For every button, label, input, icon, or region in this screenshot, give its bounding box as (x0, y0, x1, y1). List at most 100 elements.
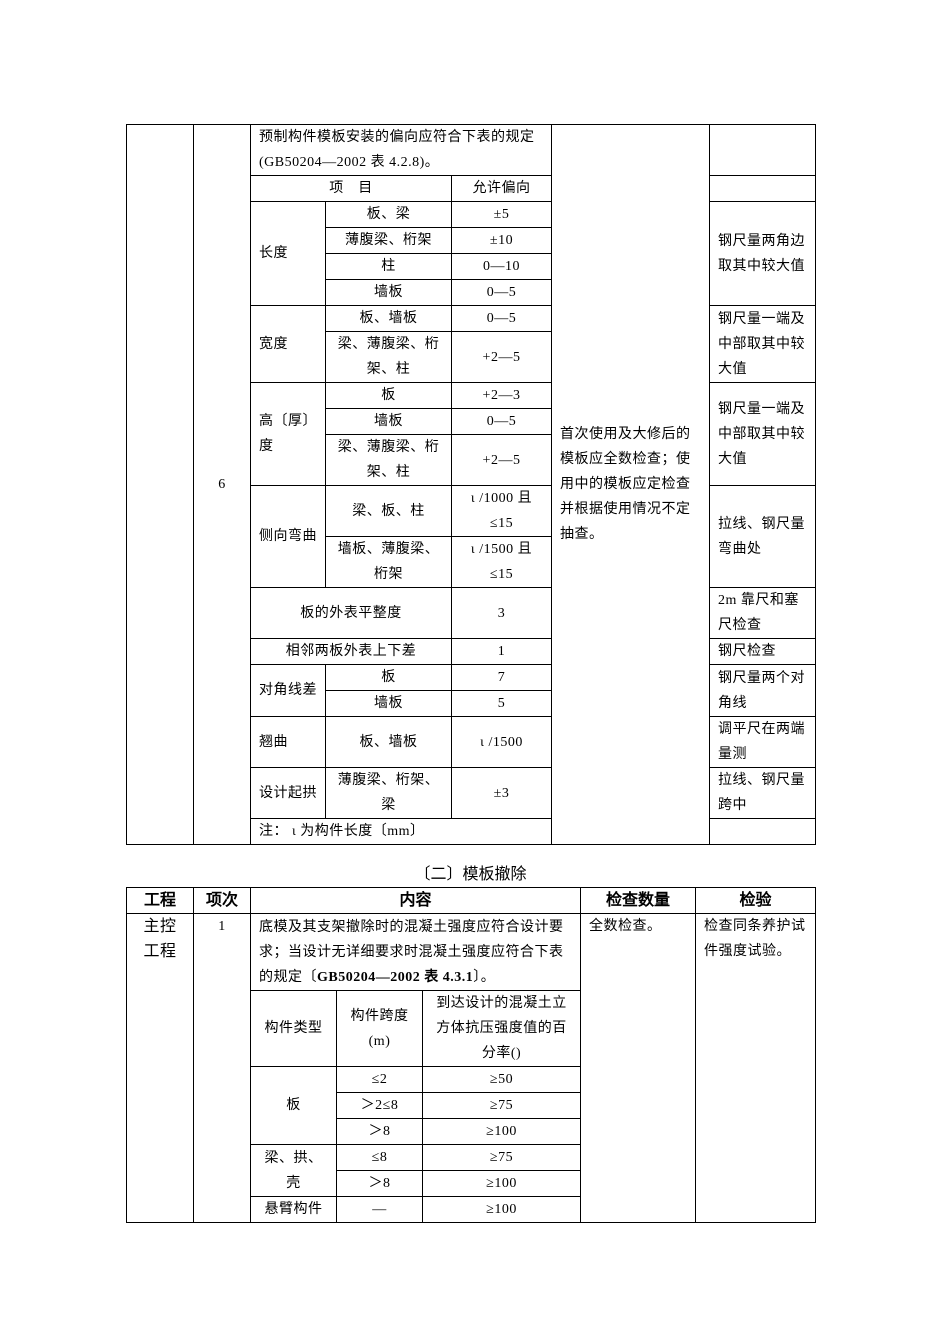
table-row: 板 ≤2 ≥50 (127, 1066, 816, 1145)
cell: 板 (325, 664, 452, 691)
table-row: 翘曲 板、墙板 ι /1500 调平尺在两端量测 (127, 716, 816, 768)
cell: 项 目 (250, 175, 452, 202)
removal-table: 工程 项次 内容 检查数量 检验 主控工程 1 底模及其支架撤除时的混凝土强度应符合设计要求… (126, 887, 817, 1223)
cell (126, 124, 194, 845)
cell: 2m 靠尺和塞尺检查 (709, 587, 816, 639)
table-row: 墙板 5 (127, 690, 816, 717)
cell: 墙板 (325, 690, 452, 717)
cell: ≥100 (421, 1118, 582, 1145)
cell: 相邻两板外表上下差 (250, 638, 452, 665)
table-row: 梁、薄腹梁、桁架、柱 +2—5 (127, 434, 816, 486)
cell (709, 818, 816, 845)
table-row: ＞2≤8 ≥75 (127, 1092, 816, 1119)
table-row: 项 目允许偏向 (127, 175, 816, 202)
intro: 底模及其支架撤除时的混凝土强度应符合设计要求；当设计无详细要求时混凝土强度应符合… (249, 913, 582, 991)
cell: 梁、拱、壳 (250, 1144, 337, 1197)
cell: 全数检查。 (580, 913, 697, 1223)
cell: ≥75 (421, 1144, 582, 1171)
cell: 拉线、钢尺量弯曲处 (709, 485, 816, 588)
cell: ±3 (451, 767, 552, 819)
cell: 调平尺在两端量测 (709, 716, 816, 768)
cell: 主控工程 (126, 913, 194, 1223)
cell: ≤2 (336, 1066, 423, 1093)
cell: 0—5 (451, 279, 552, 306)
tolerance-table: 6 预制构件模板安装的偏向应符合下表的规定(GB50204—2002 表 4.2.… (126, 124, 816, 845)
table-row: 工程 项次 内容 检查数量 检验 (126, 887, 817, 914)
table-row: 设计起拱 薄腹梁、桁架、梁 ±3 拉线、钢尺量跨中 (127, 767, 816, 819)
header-cell: 项次 (193, 887, 251, 914)
table-row: 相邻两板外表上下差 1 钢尺检查 (127, 638, 816, 665)
table-row: 墙板 0—5 (127, 408, 816, 435)
cell: 板 (325, 382, 452, 409)
cell: ι /1500 且≤15 (451, 536, 552, 588)
cell: 构件类型 (250, 990, 337, 1067)
cell: ≤8 (336, 1144, 423, 1171)
cell: 高〔厚〕度 (250, 382, 326, 486)
cell: 检查同条养护试件强度试验。 (695, 913, 817, 1223)
cell: 钢尺量一端及中部取其中较大值 (709, 305, 816, 383)
cell: 底模及其支架撤除时的混凝土强度应符合设计要求；当设计无详细要求时混凝土强度应符合… (259, 919, 564, 985)
cell: 6 预制构件模板安装的偏向应符合下表的规定(GB50204—2002 表 4.2.… (126, 124, 816, 845)
cell: 侧向弯曲 (250, 485, 326, 588)
cell: ≥75 (421, 1092, 582, 1119)
table-row: 板的外表平整度 3 2m 靠尺和塞尺检查 (127, 587, 816, 639)
cell: 墙板 (325, 279, 452, 306)
cell: 0—10 (451, 253, 552, 280)
cell: 到达设计的混凝土立方体抗压强度值的百分率() (421, 990, 582, 1067)
cell: 钢尺量两个对角线 (709, 664, 816, 717)
cell: ι /1500 (451, 716, 552, 768)
cell: 薄腹梁、桁架、梁 (325, 767, 452, 819)
table-row: 梁、拱、壳 ≤8 ≥75 (127, 1144, 816, 1197)
cell: 允许偏向 (451, 175, 552, 202)
table-row: 注： ι 为构件长度〔mm〕 (127, 818, 816, 845)
cell: 0—5 (451, 408, 552, 435)
cell: 长度 (250, 201, 326, 306)
cell: 1 (451, 638, 552, 665)
cell: ±10 (451, 227, 552, 254)
cell: 1 (193, 913, 251, 1223)
cell: 拉线、钢尺量跨中 (709, 767, 816, 819)
table-row: 侧向弯曲 梁、板、柱 ι /1000 且≤15 拉线、钢尺量弯曲处 (127, 485, 816, 588)
cell: 5 (451, 690, 552, 717)
cell: +2—5 (451, 331, 552, 383)
cell: 工程 项次 内容 检查数量 检验 主控工程 1 底模及其支架撤除时的混凝土强度应符合设计要求… (126, 887, 817, 1223)
table-row: 墙板 0—5 (127, 279, 816, 306)
table-row: ＞8 ≥100 (127, 1118, 816, 1145)
cell: 薄腹梁、桁架 (325, 227, 452, 254)
cell: 首次使用及大修后的模板应全数检查；使用中的模板应定检查并根据使用情况不定抽查。 (551, 124, 710, 845)
cell: 翘曲 (250, 716, 326, 768)
cell: 6 (193, 124, 251, 845)
table-row: 墙板、薄腹梁、桁架 ι /1500 且≤15 (127, 536, 816, 588)
cell: 〕。 (473, 969, 496, 985)
cell: ι /1000 且≤15 (451, 485, 552, 537)
cell (709, 175, 816, 202)
table-row: 6 预制构件模板安装的偏向应符合下表的规定(GB50204—2002 表 4.2.… (126, 124, 816, 845)
cell: 预制构件模板安装的偏向应符合下表的规定(GB50204—2002 表 4.2.8… (250, 124, 552, 176)
cell: 钢尺检查 (709, 638, 816, 665)
cell: 板、梁 (325, 201, 452, 228)
cell: 柱 (325, 253, 452, 280)
header-cell: 内容 (249, 887, 582, 914)
table-row: 对角线差板 7 钢尺量两个对角线 (127, 664, 816, 717)
table-row: 宽度 板、墙板 0—5 钢尺量一端及中部取其中较大值 (127, 305, 816, 383)
cell: 梁、薄腹梁、桁架、柱 (325, 331, 452, 383)
cell: 梁、薄腹梁、桁架、柱 (325, 434, 452, 486)
cell: ≥100 (421, 1170, 582, 1197)
cell: 悬臂构件 (250, 1196, 337, 1223)
table-row: 柱 0—10 (127, 253, 816, 280)
cell: +2—5 (451, 434, 552, 486)
table-row: ＞8 ≥100 (127, 1170, 816, 1197)
cell: ＞8 (336, 1118, 423, 1145)
cell: ≥50 (421, 1066, 582, 1093)
section-title: 〔二〕模板撤除 (414, 866, 527, 883)
cell: 7 (451, 664, 552, 691)
cell: 板的外表平整度 (250, 587, 452, 639)
cell: 钢尺量两角边取其中较大值 (709, 201, 816, 306)
table-row: 梁、薄腹梁、桁架、柱 +2—5 (127, 331, 816, 383)
cell (709, 124, 816, 176)
cell: 0—5 (451, 305, 552, 332)
header-cell: 检验 (695, 887, 817, 914)
cell: 宽度 (250, 305, 326, 383)
cell: 梁、板、柱 (325, 485, 452, 537)
